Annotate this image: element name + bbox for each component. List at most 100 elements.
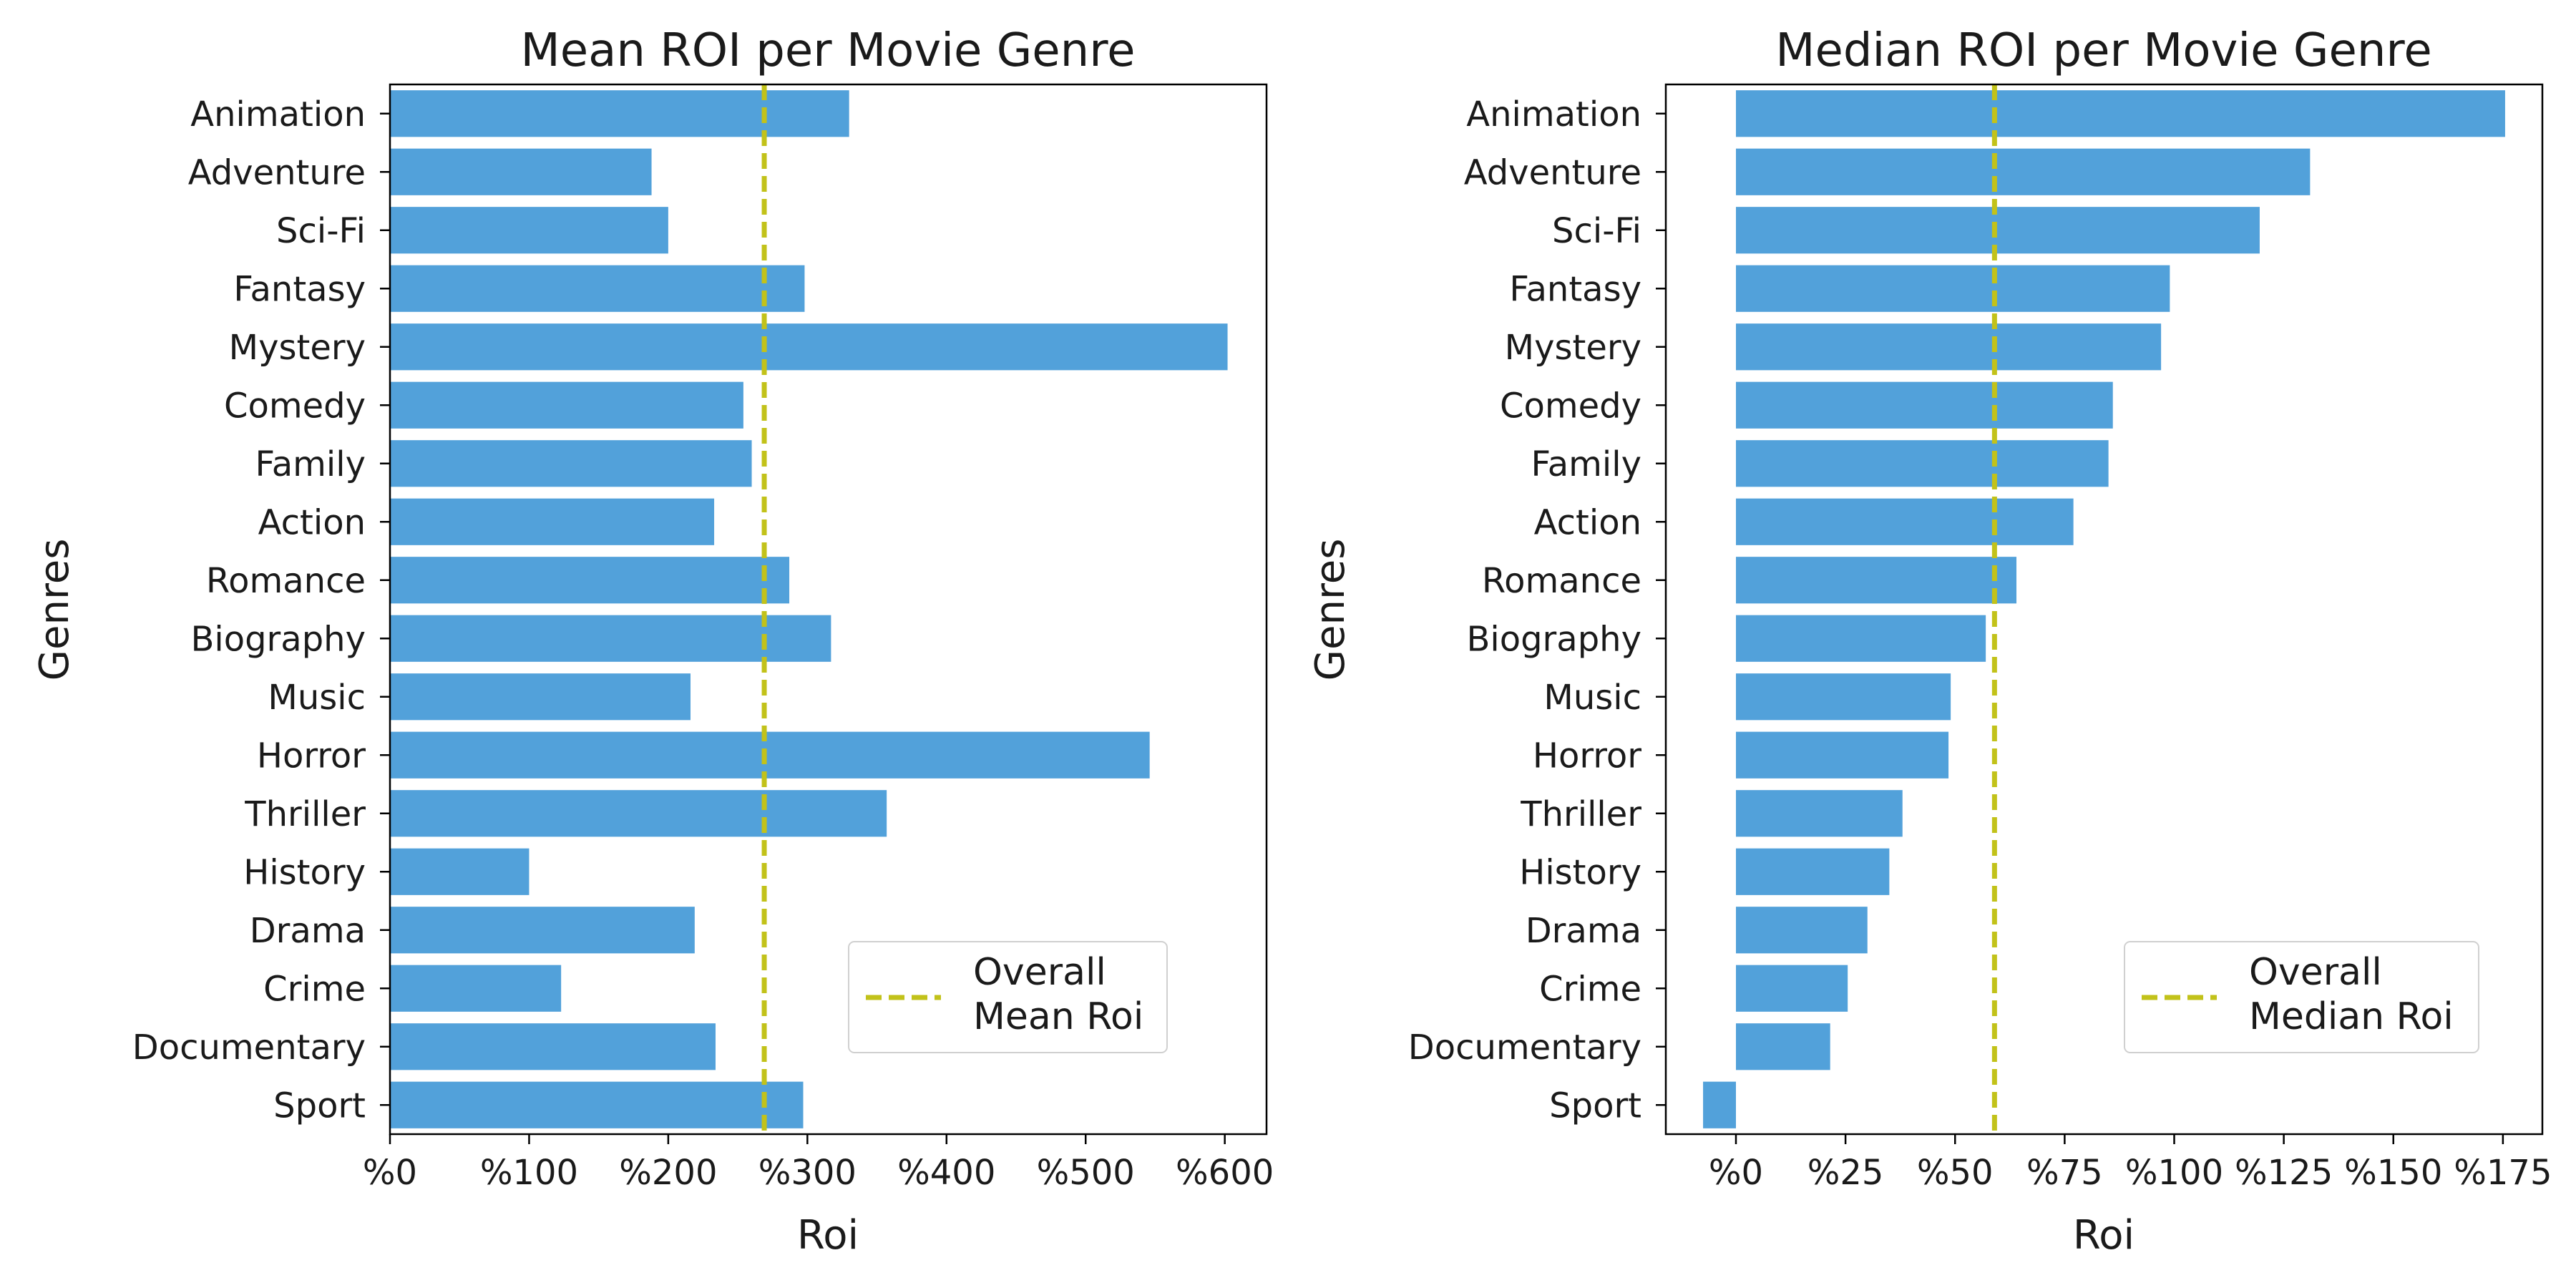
bar-group <box>390 90 1228 1128</box>
y-tick-label: History <box>1519 852 1641 892</box>
x-tick-label: %300 <box>758 1153 857 1193</box>
y-tick-label: Crime <box>1539 969 1641 1009</box>
bar-family <box>1736 440 2109 487</box>
y-tick-label: Adventure <box>188 152 366 192</box>
y-tick-label: History <box>243 852 366 892</box>
x-tick-group: %0 %100 %200 %300 %400 %500 %600 <box>363 1134 1274 1193</box>
legend-box <box>848 941 1168 1053</box>
y-tick-label: Thriller <box>1520 794 1641 834</box>
legend: Overall Mean Roi <box>848 941 1168 1053</box>
legend-entry-line-1: Overall <box>2249 951 2382 994</box>
legend-box <box>2124 941 2479 1053</box>
x-tick-label: %75 <box>2026 1153 2103 1193</box>
y-tick-label: Animation <box>1466 94 1641 135</box>
y-axis-label: Genres <box>1307 539 1354 681</box>
y-tick-label: Sport <box>1549 1085 1641 1126</box>
y-tick-label: Documentary <box>132 1028 366 1068</box>
plot-frame <box>1664 83 2544 1136</box>
x-tick-label: %100 <box>2125 1153 2223 1193</box>
bar-documentary <box>390 1023 716 1070</box>
y-tick-label: Horror <box>257 736 366 776</box>
y-tick-label: Mystery <box>1505 328 1641 368</box>
bar-music <box>390 673 691 721</box>
mean-roi-chart: Mean ROI per Movie Genre Animation Advent… <box>31 24 1274 1259</box>
bar-biography <box>390 615 831 662</box>
bar-history <box>390 848 530 895</box>
y-tick-label: Sci-Fi <box>276 211 366 251</box>
bar-adventure <box>1736 148 2311 195</box>
bar-drama <box>390 907 695 954</box>
bar-fantasy <box>390 265 805 312</box>
y-tick-label: Adventure <box>1464 152 1641 192</box>
bar-sport <box>1703 1081 1736 1128</box>
x-tick-label: %50 <box>1917 1153 1994 1193</box>
y-tick-label: Mystery <box>229 328 366 368</box>
bar-biography <box>1736 615 1986 662</box>
x-tick-label: %0 <box>1709 1153 1763 1193</box>
legend-entry-line-1: Overall <box>973 951 1106 994</box>
y-tick-label: Fantasy <box>233 269 366 309</box>
x-tick-label: %150 <box>2344 1153 2442 1193</box>
bar-music <box>1736 673 1951 721</box>
bar-drama <box>1736 907 1868 954</box>
chart-title: Mean ROI per Movie Genre <box>521 24 1136 77</box>
bar-fantasy <box>1736 265 2170 312</box>
bar-horror <box>1736 731 1949 779</box>
chart-title: Median ROI per Movie Genre <box>1775 24 2431 77</box>
x-tick-label: %400 <box>897 1153 995 1193</box>
y-tick-label: Biography <box>1466 619 1641 659</box>
bar-group <box>1703 90 2505 1128</box>
bar-horror <box>390 731 1150 779</box>
bar-sci-fi <box>390 207 668 254</box>
median-roi-chart: Median ROI per Movie Genre Animation Adve… <box>1307 24 2552 1259</box>
y-axis-label: Genres <box>31 539 78 681</box>
y-tick-group: Animation Adventure Sci-Fi Fantasy Mystery Co… <box>132 94 390 1126</box>
x-tick-label: %25 <box>1807 1153 1884 1193</box>
bar-comedy <box>1736 381 2113 429</box>
y-tick-label: Comedy <box>1500 386 1641 426</box>
bar-romance <box>1736 557 2016 604</box>
bar-crime <box>1736 965 1848 1012</box>
bar-history <box>1736 848 1890 895</box>
bar-sport <box>390 1081 804 1128</box>
y-tick-label: Horror <box>1533 736 1641 776</box>
x-tick-label: %125 <box>2235 1153 2333 1193</box>
y-tick-label: Family <box>1531 444 1641 484</box>
bar-mystery <box>1736 323 2162 371</box>
bar-adventure <box>390 148 652 195</box>
bar-thriller <box>1736 790 1903 837</box>
y-tick-label: Drama <box>250 911 366 951</box>
bar-action <box>390 498 715 545</box>
y-tick-label: Action <box>258 502 366 542</box>
bar-thriller <box>390 790 887 837</box>
x-tick-group: %0 %25 %50 %75 %100 %125 %150 %175 <box>1709 1134 2552 1193</box>
y-tick-label: Romance <box>1482 561 1641 601</box>
y-tick-label: Sci-Fi <box>1552 211 1641 251</box>
y-tick-label: Crime <box>263 969 366 1009</box>
bar-documentary <box>1736 1023 1830 1070</box>
legend: Overall Median Roi <box>2124 941 2479 1053</box>
y-tick-label: Animation <box>190 94 366 135</box>
y-tick-label: Music <box>268 678 366 718</box>
legend-entry-line-2: Median Roi <box>2249 995 2454 1038</box>
y-tick-label: Sport <box>273 1085 366 1126</box>
bar-animation <box>1736 90 2505 137</box>
bar-crime <box>390 965 562 1012</box>
bar-action <box>1736 498 2074 545</box>
y-tick-label: Action <box>1534 502 1641 542</box>
x-tick-label: %200 <box>619 1153 717 1193</box>
y-tick-label: Comedy <box>224 386 366 426</box>
x-tick-label: %600 <box>1176 1153 1274 1193</box>
y-tick-label: Fantasy <box>1509 269 1641 309</box>
x-tick-label: %0 <box>363 1153 417 1193</box>
y-tick-label: Romance <box>206 561 366 601</box>
y-tick-group: Animation Adventure Sci-Fi Fantasy Mystery Co… <box>1408 94 1666 1126</box>
y-tick-label: Drama <box>1526 911 1641 951</box>
y-tick-label: Family <box>255 444 366 484</box>
y-tick-label: Thriller <box>244 794 366 834</box>
x-tick-label: %500 <box>1037 1153 1135 1193</box>
bar-mystery <box>390 323 1228 371</box>
bar-family <box>390 440 752 487</box>
x-axis-label: Roi <box>797 1212 859 1259</box>
